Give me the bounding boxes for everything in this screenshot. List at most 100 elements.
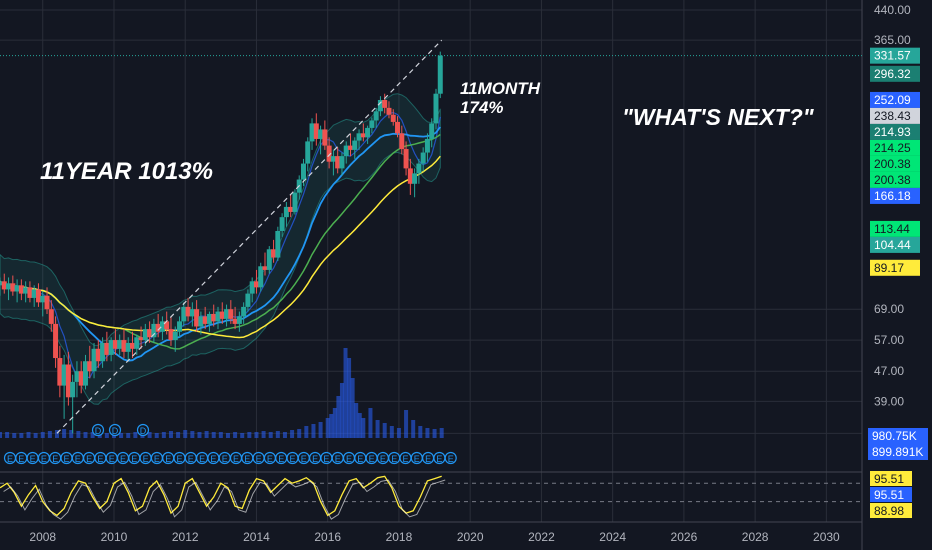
volume-bar xyxy=(176,432,181,438)
candle-body xyxy=(194,309,200,327)
earnings-marker-label: E xyxy=(154,454,160,464)
candle-body xyxy=(365,127,371,138)
volume-bar xyxy=(382,423,387,438)
earnings-marker-label: E xyxy=(222,454,228,464)
candle-body xyxy=(164,321,170,330)
volume-bar xyxy=(332,408,337,438)
volume-bar xyxy=(439,428,444,438)
volume-bar xyxy=(347,358,352,438)
earnings-marker-label: E xyxy=(369,454,375,464)
candle-body xyxy=(275,230,281,258)
candle-body xyxy=(48,309,54,324)
volume-bar xyxy=(290,430,295,438)
volume-tag-label: 899.891K xyxy=(872,445,923,459)
dividend-marker xyxy=(91,423,105,437)
y-tick-label: 47.00 xyxy=(874,364,904,378)
candle-body xyxy=(138,337,144,341)
candle-body xyxy=(1,281,7,290)
volume-bar xyxy=(350,378,355,438)
x-tick-label: 2022 xyxy=(528,530,555,544)
earnings-marker-label: E xyxy=(131,454,137,464)
candle-body xyxy=(416,163,422,174)
dividend-marker xyxy=(136,423,150,437)
x-tick-label: 2016 xyxy=(314,530,341,544)
volume-bar xyxy=(26,432,31,438)
earnings-marker-label: E xyxy=(165,454,171,464)
volume-bar xyxy=(343,348,348,438)
annotation-eleven-year-gain: 11YEAR 1013% xyxy=(40,158,213,185)
dividend-marker-label: D xyxy=(112,426,119,436)
candle-body xyxy=(224,309,230,319)
earnings-marker-label: E xyxy=(357,454,363,464)
volume-bar xyxy=(54,430,59,438)
candle-body xyxy=(386,107,392,115)
osc-tag-label: 95.51 xyxy=(874,472,904,486)
x-tick-label: 2010 xyxy=(101,530,128,544)
earnings-marker-label: E xyxy=(312,454,318,464)
osc-tag xyxy=(870,471,912,486)
volume-bar xyxy=(19,433,24,438)
candle-body xyxy=(395,121,401,134)
volume-bar xyxy=(275,431,280,438)
volume-bar xyxy=(329,414,334,438)
volume-bar xyxy=(311,424,316,438)
candle-body xyxy=(322,129,328,146)
volume-bar xyxy=(325,418,330,438)
y-tick-label: 39.00 xyxy=(874,394,904,408)
candle-body xyxy=(228,309,234,319)
volume-bar xyxy=(0,432,2,438)
volume-tag-label: 980.75K xyxy=(872,429,917,443)
volume-bar xyxy=(62,429,67,438)
earnings-marker-label: E xyxy=(97,454,103,464)
y-tick-label: 69.00 xyxy=(874,302,904,316)
candle-body xyxy=(121,340,127,352)
price-tag-label: 166.18 xyxy=(874,189,911,203)
price-tag-label: 200.38 xyxy=(874,157,911,171)
candle-body xyxy=(373,111,379,121)
candle-body xyxy=(377,99,383,112)
volume-bar xyxy=(297,429,302,438)
candle-body xyxy=(185,306,191,317)
earnings-marker-label: E xyxy=(402,454,408,464)
axes: 2008 2010 2012 2014 2016 2018 2020 2022 2024 2026… xyxy=(29,3,911,544)
earnings-marker-label: E xyxy=(120,454,126,464)
price-tag xyxy=(870,171,920,188)
volume-bar xyxy=(218,432,223,438)
candle-body xyxy=(437,55,443,94)
annotation-whats-next: "WHAT'S NEXT?" xyxy=(622,104,814,130)
candle-body xyxy=(35,289,41,303)
earnings-marker-label: E xyxy=(289,454,295,464)
price-tag xyxy=(870,187,920,204)
x-tick-label: 2014 xyxy=(243,530,270,544)
volume-bar xyxy=(5,432,10,438)
price-tag-label: 200.38 xyxy=(874,173,911,187)
earnings-marker xyxy=(444,451,457,465)
earnings-marker-label: E xyxy=(63,454,69,464)
volume-bar xyxy=(119,433,124,438)
candle-body xyxy=(292,192,298,212)
candle-body xyxy=(61,364,67,386)
volume-bar xyxy=(197,432,202,438)
candle-body xyxy=(100,342,106,362)
y-tick-label: 440.00 xyxy=(874,3,911,17)
earnings-marker-label: E xyxy=(75,454,81,464)
candle-body xyxy=(347,145,353,150)
earnings-marker-label: E xyxy=(199,454,205,464)
candle-body xyxy=(369,120,375,128)
price-tag-label: 252.09 xyxy=(874,93,911,107)
volume-bar xyxy=(126,433,131,438)
earnings-marker-label: E xyxy=(256,454,262,464)
candle-body xyxy=(219,311,225,319)
volume-bar xyxy=(411,420,416,438)
volume-bar xyxy=(69,430,74,438)
candle-body xyxy=(241,306,247,317)
price-tag-label: 113.44 xyxy=(874,222,910,236)
price-tag xyxy=(870,139,920,156)
candle-body xyxy=(326,145,332,162)
candle-body xyxy=(352,140,358,150)
volume-bar xyxy=(336,396,341,438)
earnings-marker-label: E xyxy=(436,454,442,464)
candle-body xyxy=(82,361,88,386)
price-tag-label: 214.93 xyxy=(874,125,911,139)
